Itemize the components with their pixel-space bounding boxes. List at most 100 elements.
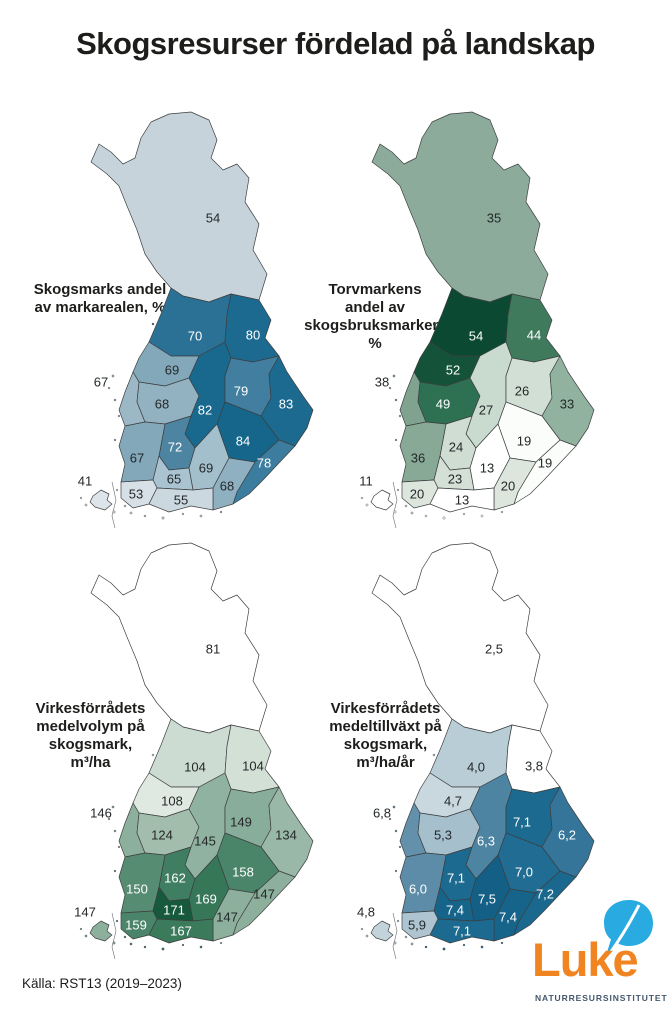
region-lapland — [90, 111, 268, 303]
value-label-southwest-finland: 20 — [410, 487, 424, 502]
value-label-south-ostrobothnia: 68 — [155, 397, 169, 412]
region-uusimaa — [429, 487, 495, 513]
value-label-north-karelia: 33 — [560, 397, 574, 412]
map-panel-forest-share: 54 70 80 69 67 68 82 79 83 72 84 67 69 78 65 68 53 55 41 — [75, 110, 320, 530]
value-label-north-ostrobothnia: 104 — [184, 760, 206, 775]
value-label-north-karelia: 83 — [279, 397, 293, 412]
value-label-kanta-hame: 23 — [448, 472, 462, 487]
value-label-south-ostrobothnia: 5,3 — [434, 828, 452, 843]
value-label-north-savo: 149 — [230, 815, 252, 830]
value-label-pirkanmaa: 162 — [164, 871, 186, 886]
maritime-border-line — [392, 481, 398, 529]
value-label-kainuu: 104 — [242, 759, 264, 774]
value-label-south-ostrobothnia: 124 — [151, 828, 173, 843]
map-caption-mean-growth: Virkesförrådets medeltillväxt på skogsma… — [329, 700, 442, 771]
map-caption-peatland-share: Torvmarkens andel av skogsbruksmarken, % — [304, 281, 446, 352]
value-label-north-karelia: 6,2 — [558, 828, 576, 843]
value-label-central-ostrobothnia: 4,7 — [444, 794, 462, 809]
luke-logo-subtitle: NATURRESURSINSTITUTET — [535, 993, 668, 1003]
value-label-southwest-finland: 159 — [125, 918, 147, 933]
value-label-uusimaa: 55 — [174, 493, 188, 508]
value-label-satakunta: 36 — [411, 451, 425, 466]
value-label-central-finland: 145 — [194, 834, 216, 849]
value-label-lapland: 35 — [487, 211, 501, 226]
value-label-ostrobothnia: 67 — [94, 375, 108, 390]
luke-leaf-icon — [604, 900, 653, 959]
region-lapland — [90, 542, 268, 734]
value-label-south-savo: 84 — [236, 434, 250, 449]
maritime-border-line — [392, 912, 398, 960]
region-uusimaa — [429, 918, 495, 944]
value-label-aland: 11 — [359, 474, 373, 489]
value-label-kanta-hame: 7,4 — [446, 903, 464, 918]
value-label-north-savo: 7,1 — [513, 815, 531, 830]
region-uusimaa — [148, 487, 214, 513]
value-label-kymenlaakso: 147 — [216, 910, 238, 925]
value-label-south-savo: 7,0 — [515, 865, 533, 880]
value-label-paijat-hame: 69 — [199, 461, 213, 476]
value-label-kainuu: 44 — [527, 328, 541, 343]
value-label-satakunta: 6,0 — [409, 882, 427, 897]
value-label-central-ostrobothnia: 108 — [161, 794, 183, 809]
page-title: Skogsresurser fördelad på landskap — [76, 26, 595, 61]
map-panel-peatland-share: 35 54 44 52 38 49 27 26 33 24 19 36 13 19 23 20 20 13 11 — [356, 110, 601, 530]
value-label-north-ostrobothnia: 70 — [188, 329, 202, 344]
finland-map-medelvolym: 81 104 104 108 146 124 145 149 134 162 158 150 169 14… — [74, 542, 314, 960]
value-label-uusimaa: 7,1 — [453, 924, 471, 939]
value-label-south-savo: 158 — [232, 865, 254, 880]
value-label-pirkanmaa: 7,1 — [447, 871, 465, 886]
value-label-central-ostrobothnia: 52 — [446, 363, 460, 378]
value-label-aland: 41 — [78, 474, 92, 489]
archipelago-islands — [360, 753, 504, 951]
value-label-southwest-finland: 53 — [129, 487, 143, 502]
region-lapland — [371, 111, 549, 303]
value-label-central-finland: 27 — [479, 403, 493, 418]
region-aland — [89, 920, 113, 942]
region-aland — [89, 489, 113, 511]
value-label-north-savo: 26 — [515, 384, 529, 399]
value-label-southwest-finland: 5,9 — [408, 918, 426, 933]
value-label-paijat-hame: 13 — [480, 461, 494, 476]
value-label-south-karelia: 78 — [257, 456, 271, 471]
maritime-border-line — [111, 481, 117, 529]
source-note: Källa: RST13 (2019–2023) — [22, 976, 182, 991]
value-label-north-ostrobothnia: 4,0 — [467, 760, 485, 775]
archipelago-islands — [79, 322, 223, 520]
value-label-satakunta: 150 — [126, 882, 148, 897]
value-label-kanta-hame: 65 — [167, 472, 181, 487]
map-caption-mean-volume: Virkesförrådets medelvolym på skogsmark,… — [35, 700, 146, 771]
value-label-central-ostrobothnia: 69 — [165, 363, 179, 378]
value-label-kainuu: 3,8 — [525, 759, 543, 774]
region-uusimaa — [148, 918, 214, 944]
archipelago-islands — [79, 753, 223, 951]
finland-map-medeltillvaxt: 2,54,0 3,84,76,85,3 6,37,16,27,1 7,06,07,5 7… — [357, 542, 595, 960]
maritime-border-line — [111, 912, 117, 960]
region-aland — [370, 920, 394, 942]
value-label-north-ostrobothnia: 54 — [469, 329, 483, 344]
value-label-kanta-hame: 171 — [163, 903, 185, 918]
value-label-paijat-hame: 169 — [195, 892, 217, 907]
value-label-north-karelia: 134 — [275, 828, 297, 843]
value-label-lapland: 2,5 — [485, 642, 503, 657]
luke-logo-wordmark: Luke — [532, 933, 639, 986]
value-label-pirkanmaa: 72 — [168, 440, 182, 455]
region-lapland — [371, 542, 549, 734]
value-label-ostrobothnia: 6,8 — [373, 806, 391, 821]
value-label-north-savo: 79 — [234, 384, 248, 399]
value-label-kymenlaakso: 7,4 — [499, 910, 517, 925]
value-label-aland: 4,8 — [357, 905, 375, 920]
finland-map-skogsmark-andel: 54 70 80 69 67 68 82 79 83 72 84 67 69 78 65 68 53 55 41 — [78, 111, 314, 529]
value-label-south-karelia: 19 — [538, 456, 552, 471]
value-label-central-finland: 82 — [198, 403, 212, 418]
value-label-uusimaa: 13 — [455, 493, 469, 508]
map-panel-mean-growth: 2,5 4,0 3,8 4,7 6,8 5,3 6,3 7,1 6,2 7,1 7,0 6,0 7,5 7… — [356, 541, 601, 961]
value-label-paijat-hame: 7,5 — [478, 892, 496, 907]
value-label-kainuu: 80 — [246, 328, 260, 343]
value-label-kymenlaakso: 20 — [501, 479, 515, 494]
value-label-pirkanmaa: 24 — [449, 440, 463, 455]
finland-map-torvmark-andel: 35 54 44 52 38 49 27 26 33 24 19 36 13 19 23 20 20 13 11 — [359, 111, 595, 529]
value-label-aland: 147 — [75, 905, 96, 920]
value-label-satakunta: 67 — [130, 451, 144, 466]
value-label-central-finland: 6,3 — [477, 834, 495, 849]
